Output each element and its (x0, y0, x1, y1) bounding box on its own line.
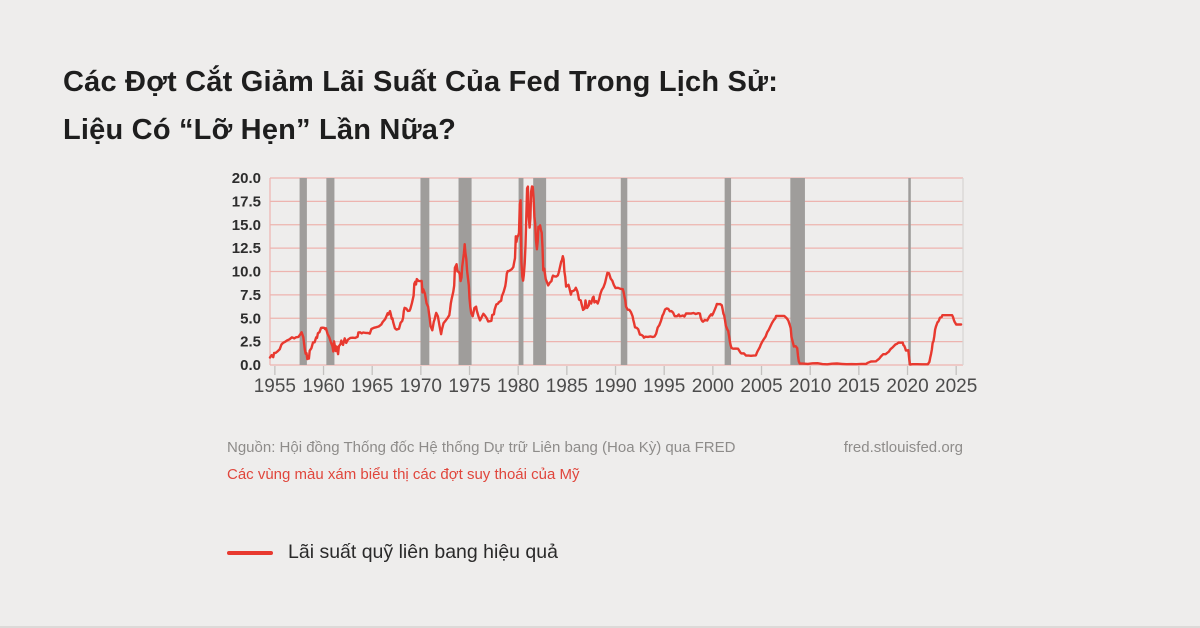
recession-note: Các vùng màu xám biểu thị các đợt suy th… (227, 466, 580, 483)
y-axis-labels: 0.0 2.5 5.0 7.5 10.0 12.5 15.0 17.5 20.0 (232, 170, 261, 374)
svg-text:20.0: 20.0 (232, 170, 261, 187)
svg-text:1960: 1960 (302, 376, 344, 397)
plot-borders (269, 178, 964, 365)
gridlines (270, 177, 963, 366)
svg-text:1955: 1955 (254, 376, 296, 397)
svg-text:2025: 2025 (935, 376, 977, 397)
svg-text:2010: 2010 (789, 376, 831, 397)
legend-label: Lãi suất quỹ liên bang hiệu quả (288, 541, 558, 563)
svg-text:7.5: 7.5 (240, 287, 261, 304)
source-text: Nguồn: Hội đồng Thống đốc Hệ thống Dự tr… (227, 439, 736, 456)
x-axis-labels: 1955 1960 1965 1970 1975 1980 1985 1990 1995 2000… (254, 376, 978, 397)
svg-text:1985: 1985 (546, 376, 588, 397)
svg-text:12.5: 12.5 (232, 240, 261, 257)
legend-line-swatch (227, 550, 273, 555)
svg-text:2015: 2015 (838, 376, 880, 397)
x-axis-ticks (274, 366, 957, 375)
svg-text:17.5: 17.5 (232, 193, 261, 210)
source-site-link[interactable]: fred.stlouisfed.org (843, 439, 963, 456)
rate-line-series (268, 185, 963, 366)
bottom-edge-divider (0, 626, 1200, 628)
svg-text:2000: 2000 (692, 376, 734, 397)
svg-text:1975: 1975 (448, 376, 490, 397)
svg-text:1990: 1990 (594, 376, 636, 397)
recession-bands (299, 178, 911, 365)
svg-text:1965: 1965 (351, 376, 393, 397)
svg-text:2.5: 2.5 (240, 334, 261, 351)
svg-text:2020: 2020 (886, 376, 928, 397)
title-line-2: Liệu Có “Lỡ Hẹn” Lần Nữa? (63, 114, 457, 146)
svg-text:1970: 1970 (400, 376, 442, 397)
svg-text:1980: 1980 (497, 376, 539, 397)
chart-legend: Lãi suất quỹ liên bang hiệu quả (227, 541, 558, 564)
source-row: Nguồn: Hội đồng Thống đốc Hệ thống Dự tr… (227, 439, 963, 456)
svg-text:1995: 1995 (643, 376, 685, 397)
svg-text:15.0: 15.0 (232, 217, 261, 234)
svg-text:5.0: 5.0 (240, 310, 261, 327)
svg-text:2005: 2005 (740, 376, 782, 397)
page-title: Các Đợt Cắt Giảm Lãi Suất Của Fed Trong … (63, 58, 903, 154)
title-line-1: Các Đợt Cắt Giảm Lãi Suất Của Fed Trong … (63, 66, 779, 98)
svg-text:10.0: 10.0 (232, 264, 261, 281)
svg-text:0.0: 0.0 (240, 357, 261, 374)
